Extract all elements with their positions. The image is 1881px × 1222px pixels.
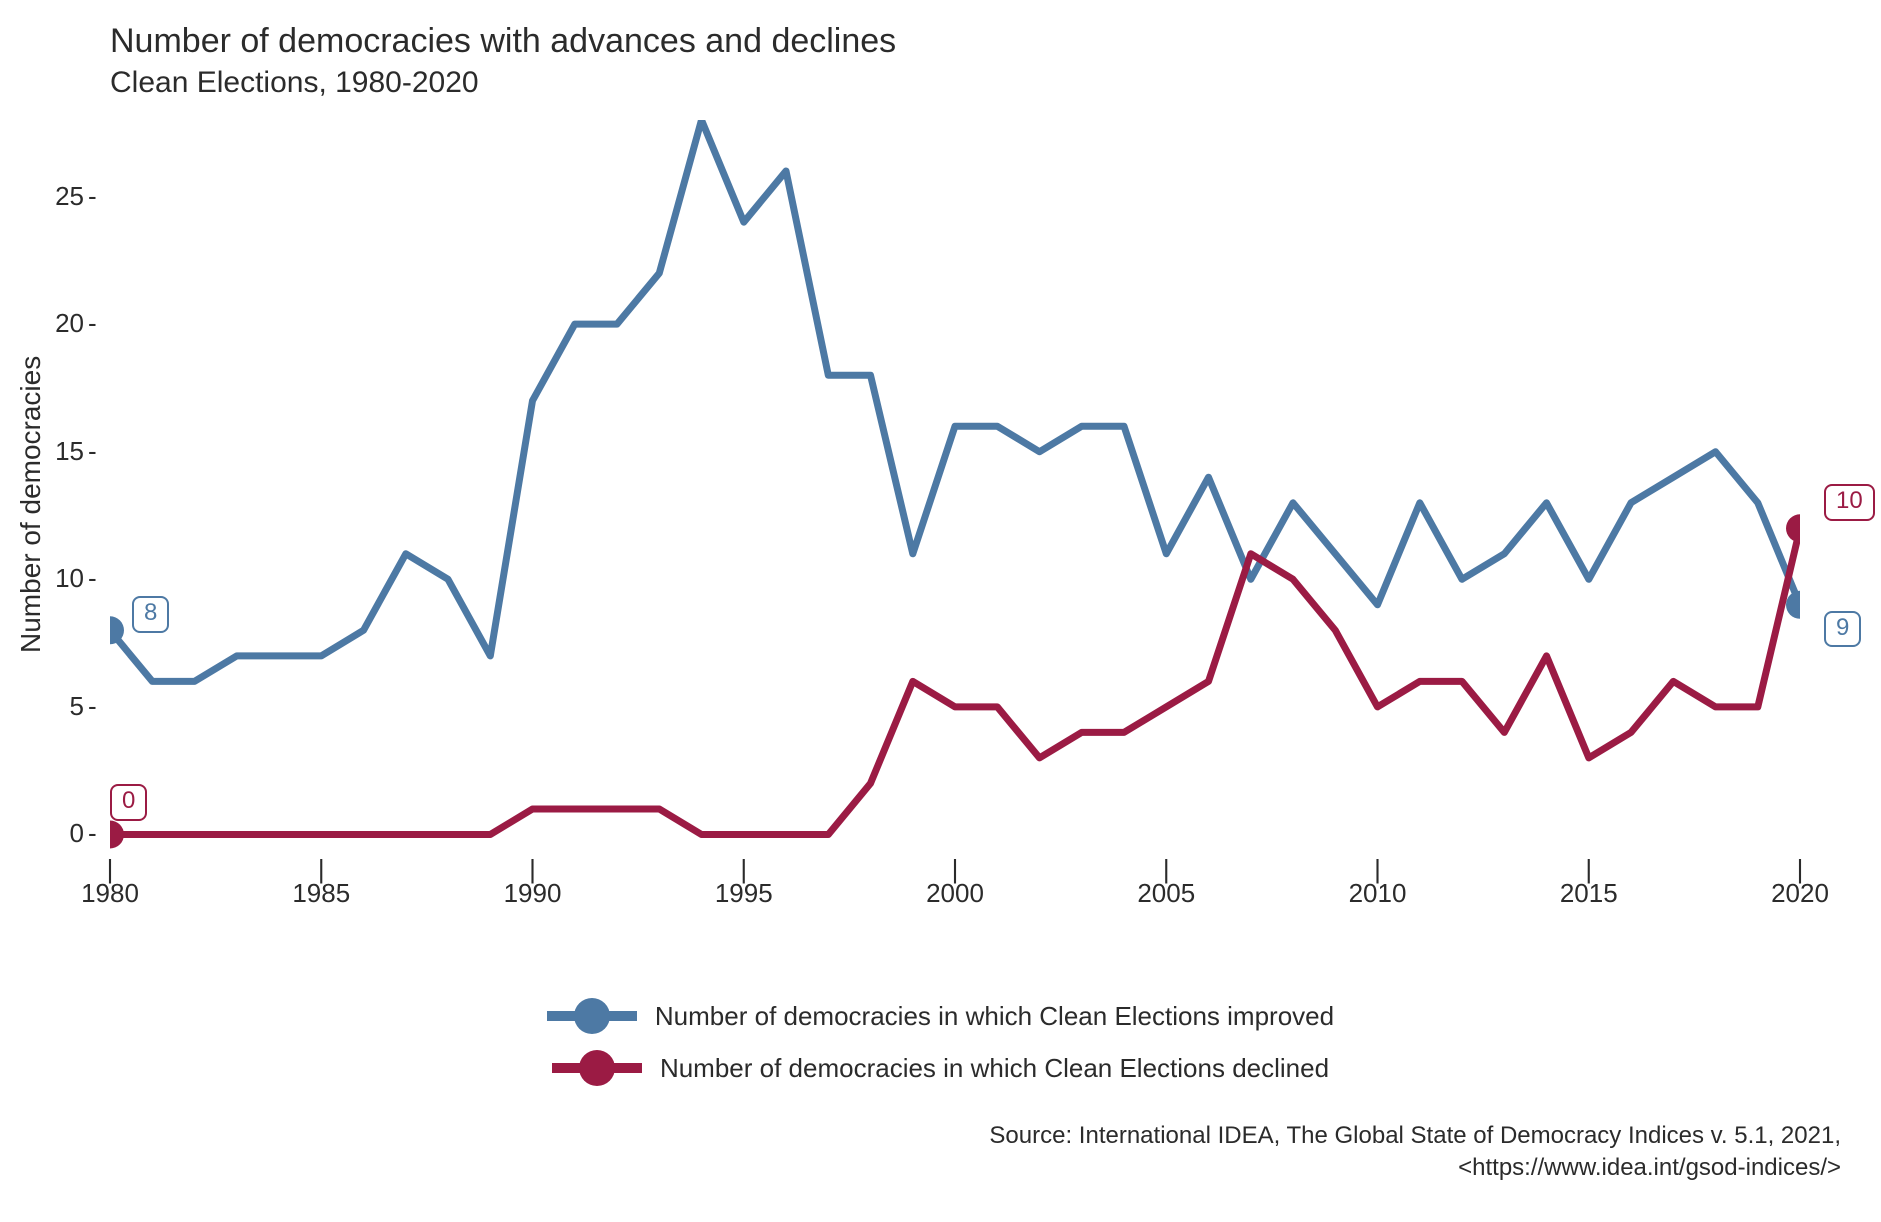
legend-label-improved: Number of democracies in which Clean Ele…	[655, 1001, 1334, 1032]
y-axis-label: Number of democracies	[15, 356, 47, 653]
legend-swatch-declined	[552, 1048, 642, 1088]
legend: Number of democracies in which Clean Ele…	[0, 990, 1881, 1094]
legend-swatch-improved	[547, 996, 637, 1036]
end-marker-improved	[1786, 591, 1800, 619]
legend-item-improved: Number of democracies in which Clean Ele…	[547, 996, 1334, 1036]
source-line-1: Source: International IDEA, The Global S…	[989, 1122, 1841, 1149]
x-tick: |2020	[1771, 864, 1829, 909]
line-series-declined	[110, 528, 1800, 834]
y-tick: 15-	[30, 436, 100, 467]
line-chart-svg	[110, 120, 1800, 860]
y-tick: 0-	[30, 818, 100, 849]
x-tick: |2010	[1349, 864, 1407, 909]
source-attribution: Source: International IDEA, The Global S…	[989, 1120, 1841, 1185]
chart-subtitle: Clean Elections, 1980-2020	[110, 66, 479, 100]
chart-container: Number of democracies with advances and …	[0, 0, 1881, 1222]
x-tick: |1995	[715, 864, 773, 909]
x-tick: |2000	[926, 864, 984, 909]
y-tick: 5-	[30, 691, 100, 722]
x-tick: |1980	[81, 864, 139, 909]
legend-label-declined: Number of democracies in which Clean Ele…	[660, 1053, 1329, 1084]
y-tick: 25-	[30, 181, 100, 212]
x-tick: |2005	[1137, 864, 1195, 909]
start-badge-declined: 0	[110, 784, 147, 820]
y-tick: 20-	[30, 308, 100, 339]
source-line-2: <https://www.idea.int/gsod-indices/>	[1458, 1154, 1841, 1181]
chart-title: Number of democracies with advances and …	[110, 22, 896, 61]
x-tick: |1990	[504, 864, 562, 909]
line-series-improved	[110, 120, 1800, 681]
start-marker-declined	[110, 821, 124, 849]
end-badge-improved: 9	[1824, 611, 1861, 647]
legend-item-declined: Number of democracies in which Clean Ele…	[552, 1048, 1329, 1088]
end-marker-declined	[1786, 514, 1800, 542]
end-badge-declined: 10	[1824, 484, 1875, 520]
start-badge-improved: 8	[132, 596, 169, 632]
y-tick: 10-	[30, 563, 100, 594]
x-tick: |2015	[1560, 864, 1618, 909]
x-tick: |1985	[292, 864, 350, 909]
